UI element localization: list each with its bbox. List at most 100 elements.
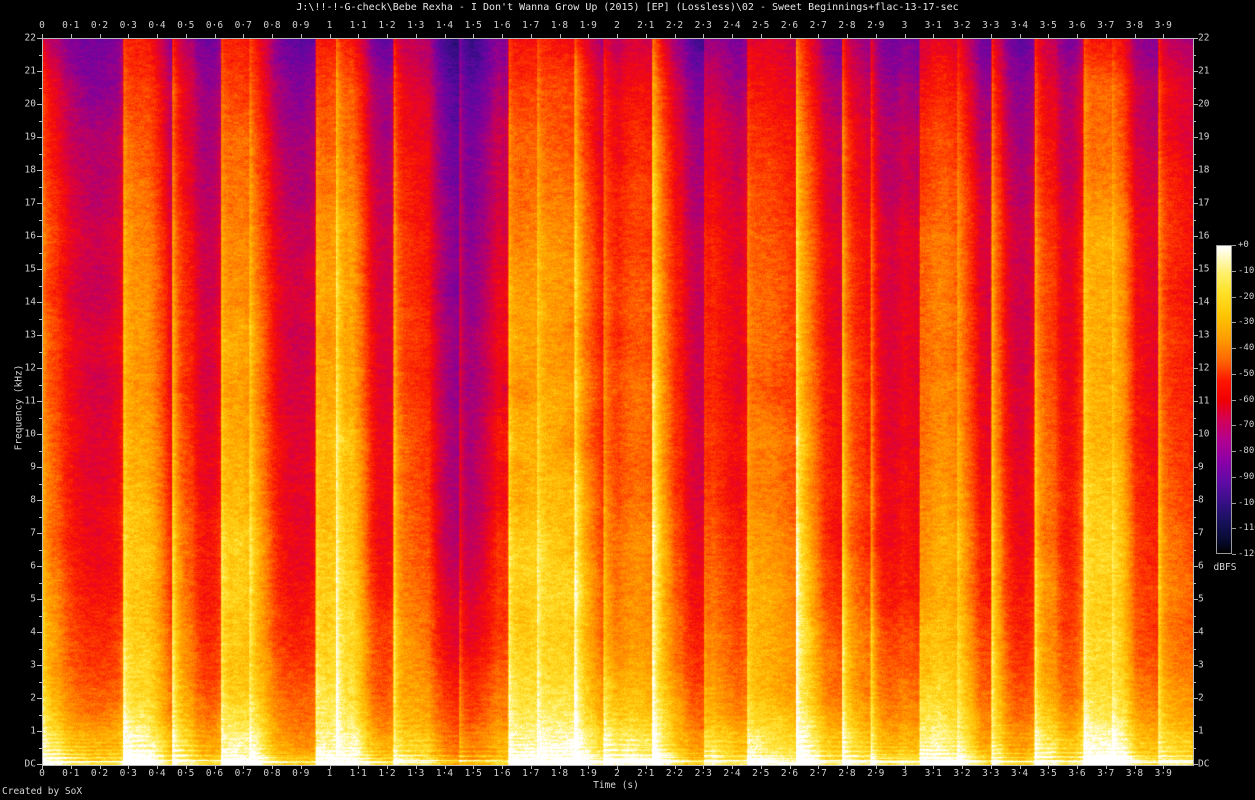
y-axis-tick-label: 19: [24, 131, 36, 143]
x-axis-tick-label: 2·5: [752, 768, 770, 779]
y-axis-minor-tick: [1193, 120, 1196, 122]
y-axis-tick-label: 13: [1198, 329, 1210, 341]
y-axis-tick: [37, 137, 42, 138]
x-axis-tick-label: 1·2: [378, 768, 396, 779]
x-axis-tick-label: 1·4: [435, 20, 454, 31]
x-axis-tick-label: 3·8: [1125, 768, 1144, 779]
y-axis-minor-tick: [39, 351, 42, 353]
x-axis-tick: [875, 765, 877, 769]
x-axis-tick: [875, 34, 877, 38]
y-axis-minor-tick: [1193, 582, 1196, 584]
y-axis-tick-label: 9: [30, 461, 36, 473]
y-axis-tick-label: 3: [1198, 659, 1204, 671]
x-axis-tick-label: 3·9: [1154, 20, 1172, 31]
x-axis-tick: [157, 765, 158, 769]
colorbar-tick: [1232, 245, 1236, 246]
colorbar-tick-label: -110: [1238, 523, 1255, 534]
x-axis-tick-label: 2·9: [867, 20, 885, 31]
x-axis-tick-label: 3·4: [1010, 20, 1029, 31]
y-axis-tick-label: 16: [24, 230, 36, 242]
y-axis-minor-tick: [39, 681, 42, 683]
x-axis-tick: [1019, 34, 1021, 38]
y-axis-tick-label: 13: [24, 329, 36, 341]
x-axis-tick: [387, 765, 388, 769]
x-axis-tick: [789, 34, 791, 38]
y-axis-tick-label: 15: [1198, 263, 1210, 275]
y-axis-tick: [37, 566, 42, 567]
x-axis-tick-label: 1·5: [464, 20, 482, 31]
y-axis-tick-label: DC: [1198, 758, 1210, 770]
y-axis-tick: [1193, 467, 1198, 468]
y-axis-tick: [1193, 137, 1198, 138]
x-axis-tick: [530, 765, 532, 769]
y-axis-tick: [1193, 434, 1198, 435]
x-axis-tick-label: 1·1: [349, 768, 367, 779]
x-axis-tick-label: 2·2: [665, 768, 684, 779]
x-axis-tick: [1077, 34, 1078, 38]
y-axis-tick-label: 2: [30, 692, 36, 704]
spectrogram-plot-area: [42, 38, 1194, 766]
y-axis-minor-tick: [39, 153, 42, 155]
colorbar: +0 -10 -20 -30 -40 -50 -60 -70 -80 -90 -100 -110 -12…: [1216, 240, 1255, 559]
x-axis-tick: [760, 765, 762, 769]
x-axis-tick: [933, 34, 935, 38]
x-axis-tick: [674, 34, 676, 38]
y-axis-tick: [37, 368, 42, 369]
x-axis-tick: [42, 765, 43, 769]
y-axis-tick: [37, 599, 42, 600]
y-axis-tick: [37, 104, 42, 105]
y-axis-tick: [1193, 302, 1198, 303]
x-axis-tick: [185, 34, 187, 38]
y-axis-tick: [1193, 170, 1198, 171]
colorbar-tick: [1232, 502, 1236, 504]
colorbar-tick-label: -90: [1238, 471, 1255, 482]
colorbar-tick: [1232, 322, 1236, 324]
y-axis-tick-label: 14: [1198, 296, 1210, 308]
y-axis-tick-label: 17: [1198, 197, 1210, 209]
x-axis-tick: [703, 34, 705, 38]
y-axis-minor-tick: [1193, 252, 1196, 254]
x-axis-tick: [674, 765, 676, 769]
x-axis-tick: [300, 765, 302, 769]
x-axis-tick: [760, 34, 762, 38]
x-axis-tick-label: 0: [39, 20, 45, 31]
y-axis-minor-tick: [1193, 483, 1196, 485]
x-axis-tick-label: 1·3: [407, 768, 425, 779]
x-axis-tick-label: 0·7: [234, 20, 252, 31]
x-axis-tick: [789, 765, 791, 769]
colorbar-tick-label: -120: [1238, 549, 1255, 559]
x-axis-tick: [243, 765, 245, 769]
x-axis-tick-label: 1: [326, 768, 333, 779]
y-axis-minor-tick: [39, 417, 42, 419]
y-axis-minor-tick: [1193, 417, 1196, 419]
x-axis-tick-label: 0·3: [119, 768, 137, 779]
x-axis-tick-label: 2·1: [637, 20, 655, 31]
x-axis-tick: [530, 34, 532, 38]
x-axis-tick-label: 2: [614, 20, 620, 31]
y-axis-minor-tick: [1193, 384, 1196, 386]
x-axis-tick-label: 3: [901, 20, 908, 31]
x-axis-tick-label: 2·3: [694, 768, 712, 779]
x-axis-tick: [588, 34, 590, 38]
x-axis-tick: [214, 34, 216, 38]
y-axis-tick-label: 8: [30, 494, 36, 506]
x-axis-tick: [732, 765, 733, 769]
y-axis-tick: [37, 203, 42, 204]
y-axis-tick: [1193, 764, 1198, 765]
x-axis-tick-label: 0·5: [177, 768, 195, 779]
colorbar-tick-label: -10: [1238, 265, 1255, 276]
y-axis-minor-tick: [39, 285, 42, 287]
colorbar-tick: [1232, 451, 1236, 452]
x-axis-tick: [42, 34, 43, 38]
x-axis-tick-label: 0·8: [263, 768, 281, 779]
x-axis-tick-label: 2·1: [637, 768, 655, 779]
x-axis-tick: [818, 34, 820, 38]
y-axis-tick-label: 6: [30, 560, 36, 572]
y-axis-minor-tick: [1193, 87, 1196, 89]
y-axis-minor-tick: [39, 384, 42, 386]
y-axis-minor-tick: [1193, 186, 1196, 188]
x-axis-tick: [847, 34, 848, 38]
y-axis-tick: [37, 500, 42, 501]
x-axis-tick-label: 1·2: [378, 20, 396, 31]
x-axis-tick: [732, 34, 733, 38]
